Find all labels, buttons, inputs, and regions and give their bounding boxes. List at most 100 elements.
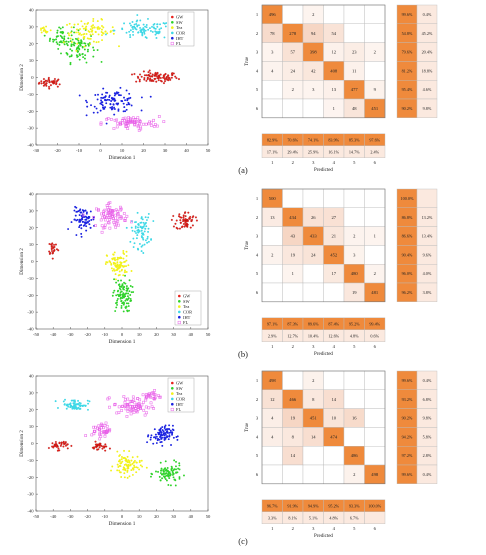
scatter-point	[134, 226, 137, 229]
scatter-point	[111, 213, 114, 217]
scatter-point	[105, 99, 107, 102]
row-percent-value: 54.8%	[402, 31, 413, 36]
scatter-point	[113, 108, 116, 110]
scatter-point	[125, 415, 129, 418]
scatter-point	[177, 467, 180, 470]
scatter-point	[86, 399, 89, 402]
scatter-point	[105, 214, 109, 218]
scatter-point	[136, 24, 139, 27]
scatter-point	[142, 252, 145, 254]
matrix-cell-value: 43	[290, 234, 295, 239]
scatter-point	[126, 295, 129, 298]
matrix-cell-value: 78	[270, 31, 275, 36]
scatter-point	[52, 38, 54, 41]
scatter-point	[82, 56, 85, 59]
scatter-point	[70, 444, 73, 447]
scatter-point	[144, 122, 148, 126]
scatter-point	[117, 405, 121, 409]
matrix-cell	[343, 207, 365, 227]
scatter-point	[104, 430, 108, 434]
matrix-cell-value: 27	[331, 215, 336, 220]
scatter-point	[156, 77, 159, 80]
scatter-point	[112, 29, 115, 32]
scatter-point	[103, 226, 107, 230]
scatter-point	[137, 128, 141, 132]
scatter-point	[123, 449, 125, 452]
x-tick-label: -50	[33, 514, 40, 519]
col-label: 3	[312, 344, 315, 349]
scatter-point	[143, 413, 147, 417]
row-label: 1	[256, 196, 259, 201]
scatter-point	[113, 99, 116, 102]
scatter-point	[68, 403, 71, 406]
scatter-point	[118, 455, 121, 457]
matrix-cell	[302, 98, 324, 118]
x-tick-label: -30	[67, 332, 74, 337]
scatter-point	[84, 215, 87, 218]
scatter-point	[89, 210, 92, 213]
scatter-point	[108, 201, 112, 204]
scatter-point	[178, 215, 180, 218]
scatter-point	[92, 55, 95, 58]
scatter-point	[171, 428, 174, 431]
scatter-point	[114, 92, 117, 95]
scatter-point	[73, 404, 75, 407]
scatter-point	[121, 100, 124, 102]
scatter-point	[178, 477, 181, 480]
scatter-point	[127, 459, 130, 462]
scatter-point	[165, 468, 168, 471]
scatter-point	[170, 465, 173, 468]
scatter-point	[179, 219, 182, 222]
scatter-point	[54, 441, 57, 443]
legend-marker	[177, 320, 181, 325]
scatter-point	[146, 77, 149, 80]
scatter-point	[118, 270, 121, 273]
scatter-point	[123, 265, 126, 268]
scatter-point	[51, 442, 54, 445]
scatter-point	[95, 107, 98, 110]
scatter-point	[61, 26, 64, 29]
scatter-point	[92, 429, 96, 433]
scatter-point	[73, 407, 76, 410]
scatter-point	[81, 404, 84, 407]
col-percent-value: 83.9%	[328, 137, 339, 142]
scatter-point	[150, 472, 153, 475]
scatter-point	[65, 52, 68, 54]
y-axis-label: Dimension 2	[19, 430, 25, 457]
scatter-point	[135, 232, 137, 234]
col-error-value: 8.1%	[288, 515, 297, 520]
row-percent-value: 99.6%	[402, 12, 413, 17]
scatter-point	[94, 224, 97, 227]
scatter-point	[128, 92, 131, 95]
scatter-point	[116, 265, 119, 268]
scatter-point	[140, 459, 143, 462]
scatter-point	[132, 30, 134, 33]
scatter-point	[74, 214, 77, 217]
legend-label: SW	[176, 386, 183, 391]
scatter-point	[89, 43, 92, 46]
scatter-point	[63, 38, 66, 41]
scatter-point	[128, 279, 131, 282]
scatter-point	[78, 220, 81, 223]
legend-marker	[171, 387, 174, 390]
scatter-point	[98, 437, 102, 441]
scatter-point	[131, 116, 135, 120]
row-error-value: 9.8%	[423, 416, 432, 421]
scatter-point	[54, 243, 57, 246]
scatter-point	[152, 442, 155, 445]
scatter-point	[128, 290, 131, 293]
scatter-point	[81, 25, 84, 28]
scatter-point	[69, 61, 72, 64]
scatter-point	[112, 220, 116, 224]
scatter-point	[64, 444, 67, 447]
scatter-point	[176, 438, 179, 441]
x-tick-label: -50	[33, 332, 40, 337]
scatter-point	[187, 211, 190, 214]
scatter-point	[125, 298, 128, 301]
scatter-point	[177, 78, 180, 81]
scatter-point	[111, 258, 114, 261]
scatter-point	[96, 98, 99, 101]
scatter-point	[120, 476, 123, 478]
scatter-point	[160, 469, 163, 472]
scatter-point	[189, 226, 192, 229]
